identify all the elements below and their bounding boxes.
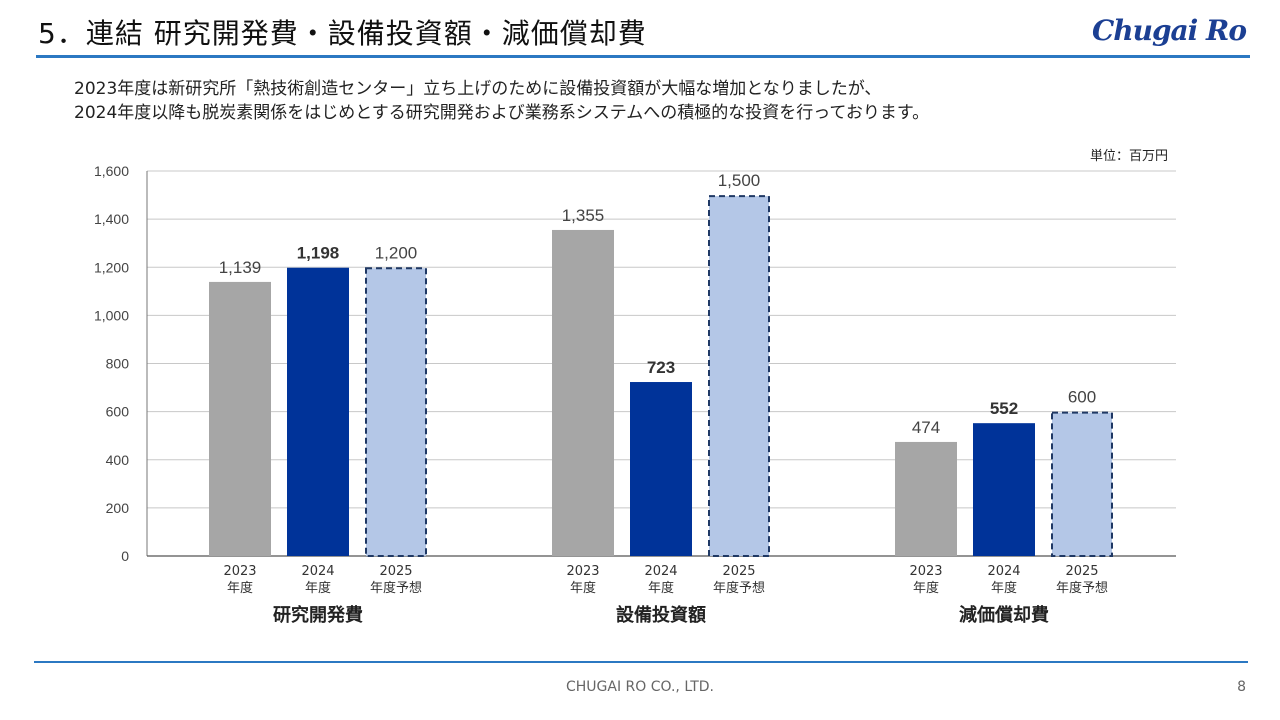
bar [365,267,427,557]
bar [287,267,349,556]
x-tick-label-period: 年度予想 [1056,580,1108,596]
data-label: 474 [912,418,940,437]
data-label: 1,355 [562,206,605,225]
x-tick-label-year: 2023 [566,564,599,579]
bar [209,281,271,556]
x-tick-label-period: 年度 [305,580,331,596]
x-tick-label-year: 2024 [987,564,1020,579]
category-label: 減価償却費 [959,604,1049,626]
y-tick-label: 1,600 [94,163,129,179]
data-label: 600 [1068,388,1096,407]
x-tick-label-period: 年度 [570,580,596,596]
bar-chart: 0 200 400 600 800 1,000 1,200 1,400 1,600 1,139 20… [94,163,1176,626]
unit-label: 単位：百万円 [1089,149,1168,164]
y-tick-label: 0 [121,548,129,564]
bar [895,441,957,556]
intro-line-1: 2023年度は新研究所「熱技術創造センター」立ち上げのために設備投資額が大幅な増… [74,79,882,99]
page-title: 5．連結 研究開発費・設備投資額・減価償却費 [38,17,647,50]
data-label: 1,500 [718,171,761,190]
x-tick-label-period: 年度 [991,580,1017,596]
bar [552,229,614,556]
intro-text: 2023年度は新研究所「熱技術創造センター」立ち上げのために設備投資額が大幅な増… [74,77,929,125]
x-tick-label-period: 年度 [227,580,253,596]
bar [973,423,1035,556]
title-divider [36,55,1250,58]
y-tick-label: 200 [106,500,130,516]
page-number: 8 [1237,679,1246,695]
x-tick-label-year: 2024 [644,564,677,579]
data-label: 723 [647,358,675,377]
data-label: 1,139 [219,258,262,277]
footer-divider [34,661,1248,663]
y-tick-label: 1,400 [94,211,129,227]
bar [708,195,770,557]
intro-line-2: 2024年度以降も脱炭素関係をはじめとする研究開発および業務系システムへの積極的… [74,103,930,123]
x-tick-label-year: 2023 [909,564,942,579]
category-label: 研究開発費 [273,604,363,626]
data-label: 1,200 [375,243,418,262]
company-logo: Chugai Ro [1091,14,1247,47]
bar [630,382,692,556]
x-tick-label-period: 年度予想 [370,580,422,596]
x-tick-label-year: 2025 [722,564,755,579]
x-tick-label-year: 2025 [379,564,412,579]
x-tick-label-year: 2023 [223,564,256,579]
y-tick-label: 1,200 [94,259,129,275]
y-tick-label: 600 [106,404,130,420]
x-tick-label-period: 年度 [913,580,939,596]
x-tick-label-period: 年度 [648,580,674,596]
footer-company: CHUGAI RO CO., LTD. [566,679,714,695]
x-tick-label-year: 2025 [1065,564,1098,579]
data-label: 1,198 [297,244,340,263]
category-label: 設備投資額 [616,604,706,626]
data-label: 552 [990,399,1018,418]
bar [1051,411,1113,557]
x-tick-label-period: 年度予想 [713,580,765,596]
y-tick-label: 400 [106,452,130,468]
y-tick-label: 1,000 [94,307,129,323]
y-tick-label: 800 [106,356,130,372]
x-tick-label-year: 2024 [301,564,334,579]
